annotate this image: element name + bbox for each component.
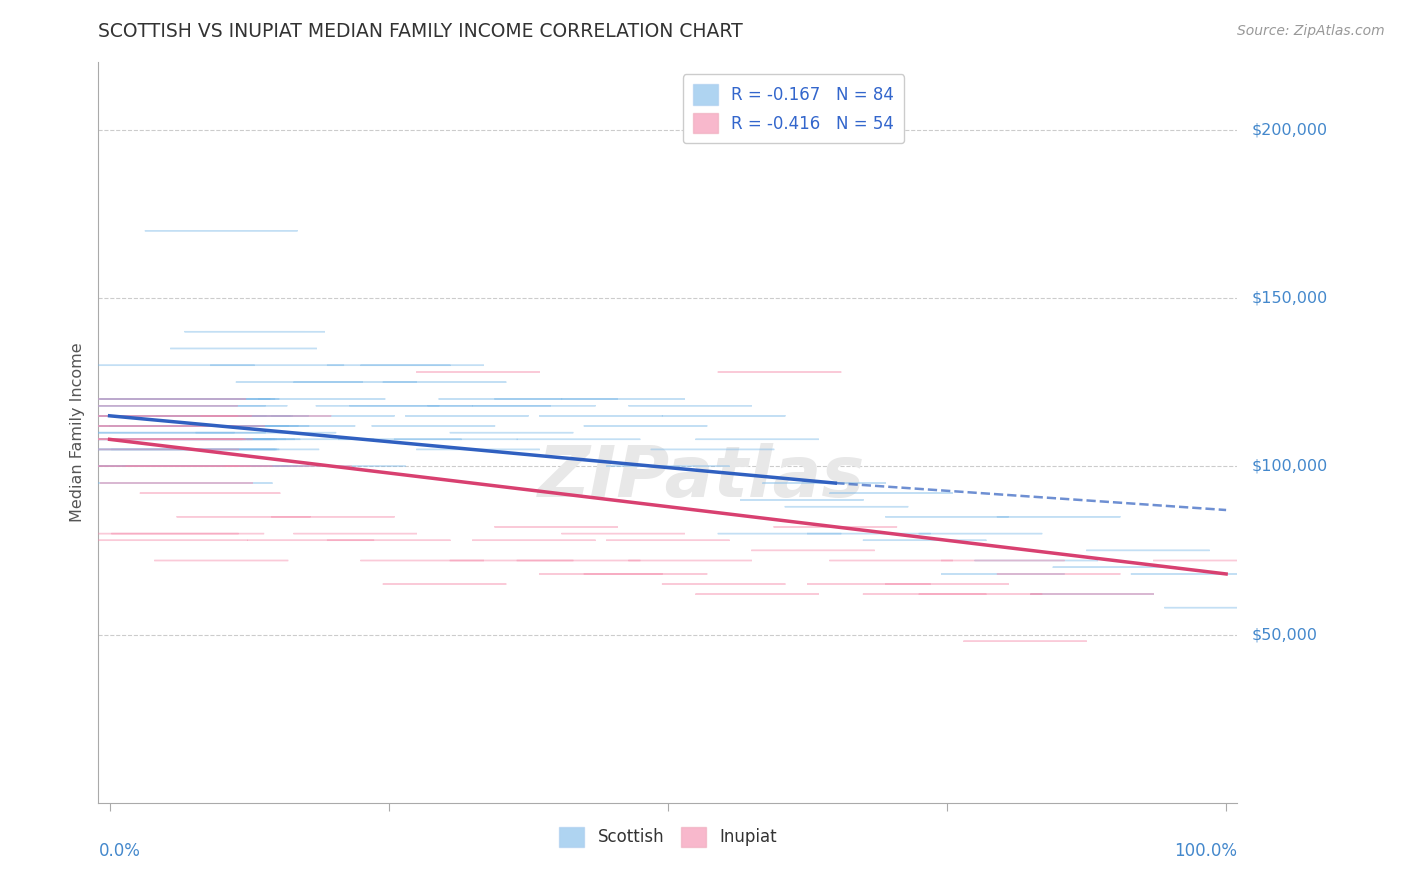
Text: $50,000: $50,000 [1251,627,1317,642]
Text: $100,000: $100,000 [1251,458,1327,474]
Text: $150,000: $150,000 [1251,291,1327,305]
Text: 100.0%: 100.0% [1174,841,1237,860]
Legend: Scottish, Inupiat: Scottish, Inupiat [553,820,783,854]
Y-axis label: Median Family Income: Median Family Income [69,343,84,523]
Text: ZIPatlas: ZIPatlas [538,442,866,511]
Text: $200,000: $200,000 [1251,122,1327,137]
Text: 0.0%: 0.0% [98,841,141,860]
Text: SCOTTISH VS INUPIAT MEDIAN FAMILY INCOME CORRELATION CHART: SCOTTISH VS INUPIAT MEDIAN FAMILY INCOME… [98,22,744,41]
Text: Source: ZipAtlas.com: Source: ZipAtlas.com [1237,24,1385,38]
